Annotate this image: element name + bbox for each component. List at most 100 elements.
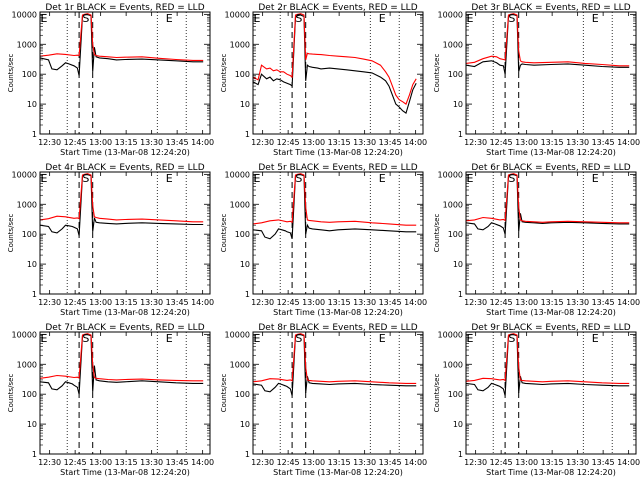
y-tick-label: 100	[235, 70, 250, 79]
marker-label-e: E	[592, 332, 599, 345]
x-tick-label: 12:30	[38, 138, 61, 147]
marker-label-s: S	[82, 332, 89, 345]
y-axis-label: Counts/sec	[433, 374, 441, 413]
x-tick-label: 12:30	[251, 138, 274, 147]
y-tick-label: 100	[22, 390, 37, 399]
x-tick-label: 13:45	[592, 138, 615, 147]
x-tick-label: 12:45	[277, 138, 300, 147]
y-tick-label: 10	[240, 260, 250, 269]
lld-curve	[253, 173, 417, 226]
x-tick-label: 13:45	[379, 138, 402, 147]
x-tick-label: 13:15	[328, 458, 351, 467]
marker-label-e-left: E	[254, 12, 261, 25]
y-axis-label: Counts/sec	[220, 214, 228, 253]
panel-title: Det 5r BLACK = Events, RED = LLD	[258, 163, 417, 173]
y-tick-label: 10	[240, 420, 250, 429]
events-curve	[253, 334, 417, 396]
y-tick-label: 1000	[230, 40, 250, 49]
lld-curve	[40, 173, 204, 223]
panel-title: Det 9r BLACK = Events, RED = LLD	[471, 323, 630, 333]
y-tick-label: 10	[27, 100, 37, 109]
lld-curve	[466, 13, 630, 67]
x-axis-label: Start Time (13-Mar-08 12:24:20)	[60, 148, 190, 157]
events-curve	[40, 14, 204, 76]
y-axis-label: Counts/sec	[7, 374, 15, 413]
plot-frame	[465, 171, 637, 295]
x-tick-label: 13:00	[302, 298, 325, 307]
x-tick-label: 13:00	[89, 138, 112, 147]
x-tick-label: 14:00	[191, 138, 214, 147]
x-tick-label: 13:15	[115, 298, 138, 307]
y-tick-label: 1000	[17, 200, 37, 209]
y-axis-label: Counts/sec	[220, 374, 228, 413]
x-tick-label: 13:00	[89, 458, 112, 467]
y-tick-label: 10	[453, 100, 463, 109]
x-tick-label: 13:00	[515, 138, 538, 147]
x-axis-label: Start Time (13-Mar-08 12:24:20)	[486, 148, 616, 157]
panel-title: Det 6r BLACK = Events, RED = LLD	[471, 163, 630, 173]
x-tick-label: 13:30	[566, 458, 589, 467]
plot-frame	[465, 331, 637, 455]
x-tick-label: 12:45	[64, 458, 87, 467]
x-tick-label: 12:30	[251, 458, 274, 467]
y-tick-label: 10	[27, 420, 37, 429]
marker-label-e: E	[379, 12, 386, 25]
y-tick-label: 100	[448, 230, 463, 239]
plot-frame	[39, 171, 211, 295]
marker-label-s: S	[295, 332, 302, 345]
marker-label-e-left: E	[254, 172, 261, 185]
marker-label-s: S	[295, 172, 302, 185]
y-tick-label: 1	[32, 290, 37, 299]
x-tick-label: 13:30	[353, 298, 376, 307]
x-tick-label: 13:30	[140, 458, 163, 467]
x-tick-label: 13:00	[302, 458, 325, 467]
marker-label-e: E	[166, 332, 173, 345]
x-tick-label: 12:45	[490, 298, 513, 307]
y-tick-label: 100	[235, 230, 250, 239]
x-axis-label: Start Time (13-Mar-08 12:24:20)	[273, 308, 403, 317]
x-tick-label: 13:15	[541, 298, 564, 307]
x-tick-label: 12:30	[464, 298, 487, 307]
x-tick-label: 13:15	[328, 298, 351, 307]
x-axis-label: Start Time (13-Mar-08 12:24:20)	[486, 308, 616, 317]
x-axis-label: Start Time (13-Mar-08 12:24:20)	[486, 468, 616, 477]
marker-label-s: S	[508, 172, 515, 185]
y-tick-label: 1	[245, 290, 250, 299]
marker-label-s: S	[82, 172, 89, 185]
panel-title: Det 1r BLACK = Events, RED = LLD	[45, 3, 204, 13]
x-tick-label: 12:45	[277, 458, 300, 467]
y-tick-label: 1	[458, 290, 463, 299]
y-tick-label: 10	[27, 260, 37, 269]
x-tick-label: 13:45	[592, 298, 615, 307]
x-tick-label: 13:45	[166, 138, 189, 147]
y-tick-label: 1000	[443, 360, 463, 369]
panel-title: Det 8r BLACK = Events, RED = LLD	[258, 323, 417, 333]
y-tick-label: 10000	[12, 330, 37, 339]
x-tick-label: 12:45	[64, 298, 87, 307]
marker-label-e: E	[166, 172, 173, 185]
plot-frame	[252, 11, 424, 135]
marker-label-s: S	[508, 332, 515, 345]
y-tick-label: 1000	[443, 200, 463, 209]
marker-label-e-left: E	[467, 12, 474, 25]
events-curve	[40, 174, 204, 236]
y-tick-label: 1000	[230, 200, 250, 209]
y-tick-label: 1	[32, 130, 37, 139]
x-tick-label: 13:45	[166, 458, 189, 467]
x-tick-label: 13:45	[592, 458, 615, 467]
x-tick-label: 14:00	[404, 138, 427, 147]
marker-label-e-left: E	[467, 332, 474, 345]
y-tick-label: 100	[22, 70, 37, 79]
y-axis-label: Counts/sec	[433, 54, 441, 93]
events-curve	[253, 174, 417, 240]
x-tick-label: 13:45	[166, 298, 189, 307]
panel-title: Det 2r BLACK = Events, RED = LLD	[258, 3, 417, 13]
y-tick-label: 10000	[438, 170, 463, 179]
